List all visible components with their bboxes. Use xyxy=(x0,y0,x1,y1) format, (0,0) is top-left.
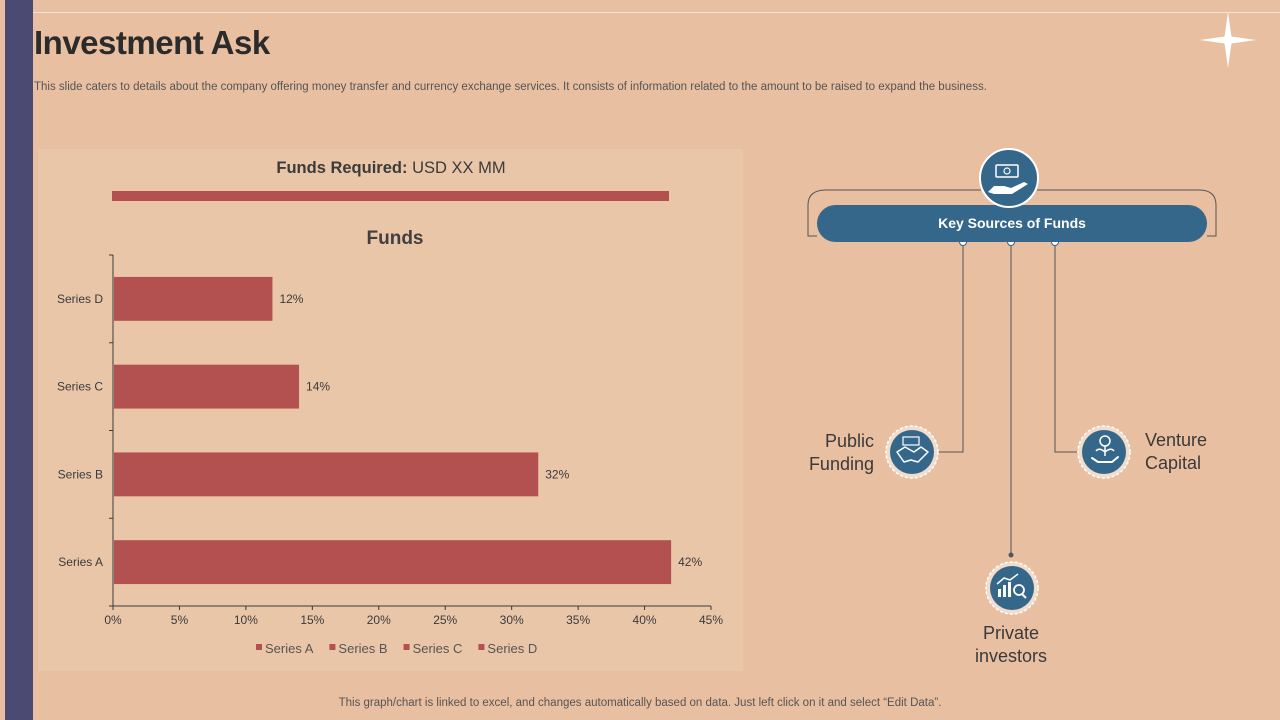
legend-swatch xyxy=(256,644,262,650)
source-label-private-investors: Private investors xyxy=(952,622,1070,668)
sparkle-star-icon xyxy=(1200,12,1256,68)
bar-series-c xyxy=(114,364,300,409)
key-sources-title: Key Sources of Funds xyxy=(817,205,1207,242)
funds-required: Funds Required: USD XX MM xyxy=(0,159,782,178)
x-tick-label: 5% xyxy=(171,613,189,627)
x-tick-label: 40% xyxy=(633,613,657,627)
funds-required-value: USD XX MM xyxy=(412,159,506,177)
x-tick-label: 25% xyxy=(433,613,457,627)
handshake-icon xyxy=(885,425,939,479)
source-label-line: Public xyxy=(824,431,874,451)
source-label-line: Venture xyxy=(1145,430,1208,450)
growth-chart-icon xyxy=(985,561,1039,615)
x-tick-label: 20% xyxy=(367,613,391,627)
bar-series-b xyxy=(114,452,539,497)
x-tick-label: 0% xyxy=(104,613,122,627)
funds-required-bar xyxy=(112,191,669,201)
money-plant-hand-icon xyxy=(1077,425,1131,479)
legend-swatch xyxy=(403,644,410,650)
data-label: 12% xyxy=(279,292,303,306)
left-accent-bar xyxy=(5,0,33,720)
y-tick-label: Series B xyxy=(58,467,103,481)
legend-item: Series D xyxy=(487,641,537,656)
data-label: 14% xyxy=(306,380,330,394)
x-tick-label: 35% xyxy=(566,613,590,627)
page-subtitle: This slide caters to details about the c… xyxy=(34,81,987,93)
legend-swatch xyxy=(329,644,336,650)
x-tick-label: 15% xyxy=(300,613,324,627)
source-label-line: Funding xyxy=(808,454,874,474)
chart-title: Funds xyxy=(367,228,424,249)
source-label-line: Private xyxy=(982,623,1040,643)
legend-item: Series A xyxy=(265,641,314,656)
x-tick-label: 10% xyxy=(234,613,258,627)
hand-cash-icon xyxy=(979,148,1039,208)
footer-note: This graph/chart is linked to excel, and… xyxy=(338,697,942,709)
y-tick-label: Series D xyxy=(57,292,103,306)
data-label: 42% xyxy=(678,555,702,569)
source-label-public-funding: Public Funding xyxy=(780,430,874,476)
page-title: Investment Ask xyxy=(34,24,270,61)
data-label: 32% xyxy=(545,467,569,481)
source-label-line: Capital xyxy=(1145,453,1202,473)
bar-series-a xyxy=(114,540,672,585)
bar-series-d xyxy=(114,276,273,321)
top-divider xyxy=(33,12,1280,13)
y-tick-label: Series A xyxy=(58,555,103,569)
legend-item: Series C xyxy=(413,641,463,656)
funds-required-label: Funds Required: xyxy=(276,159,408,177)
legend-item: Series B xyxy=(338,641,387,656)
legend-swatch xyxy=(478,644,485,650)
y-tick-label: Series C xyxy=(57,380,103,394)
source-label-line: investors xyxy=(974,646,1048,666)
x-tick-label: 30% xyxy=(500,613,524,627)
x-tick-label: 45% xyxy=(699,613,723,627)
source-label-venture-capital: Venture Capital xyxy=(1145,429,1255,475)
